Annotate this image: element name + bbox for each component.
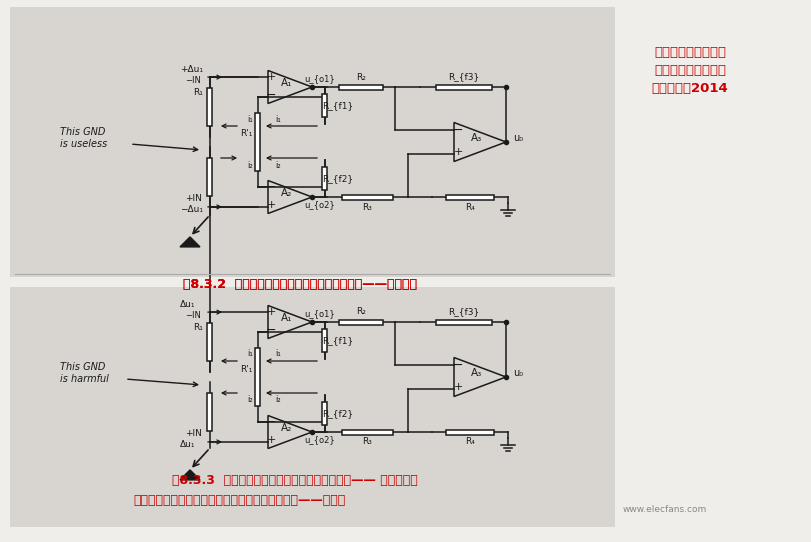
Text: +: + <box>266 435 276 445</box>
Text: +Δu₁: +Δu₁ <box>180 64 203 74</box>
Bar <box>10 287 614 527</box>
Text: +: + <box>266 72 276 82</box>
Text: R_{f3}: R_{f3} <box>448 307 479 317</box>
Text: −: − <box>453 124 463 137</box>
Bar <box>322 94 327 117</box>
Text: 图8.3.2  测放原始电路在差模输入电压下的表现——接地没用: 图8.3.2 测放原始电路在差模输入电压下的表现——接地没用 <box>182 278 417 291</box>
Bar <box>322 166 327 190</box>
Text: R₄: R₄ <box>465 437 474 447</box>
Text: A₂: A₂ <box>281 423 292 433</box>
Text: u_{o1}: u_{o1} <box>304 309 335 319</box>
Text: R₁: R₁ <box>193 88 203 96</box>
Text: +: + <box>266 200 276 210</box>
Text: R_{f2}: R_{f2} <box>322 409 353 418</box>
Text: R₂: R₂ <box>356 73 366 81</box>
Text: A₂: A₂ <box>281 188 292 198</box>
Text: 图8.3.2  测放原始电路在差模输入电压下的表现——接地没用: 图8.3.2 测放原始电路在差模输入电压下的表现——接地没用 <box>182 278 417 291</box>
Text: R_{f1}: R_{f1} <box>322 101 353 110</box>
Text: A₁: A₁ <box>281 313 292 323</box>
Text: R_{f2}: R_{f2} <box>322 174 353 183</box>
Text: R₃: R₃ <box>363 203 372 211</box>
Bar <box>208 393 212 431</box>
Text: This GND: This GND <box>60 362 105 372</box>
Text: u_{o2}: u_{o2} <box>304 201 335 210</box>
Text: −: − <box>265 88 276 101</box>
Text: R₄: R₄ <box>465 203 474 211</box>
Text: i₂: i₂ <box>247 160 252 170</box>
Bar <box>322 402 327 425</box>
Bar <box>339 319 382 325</box>
Text: 《模拟电子技术简明: 《模拟电子技术简明 <box>653 46 725 59</box>
Text: A₃: A₃ <box>471 368 482 378</box>
Bar <box>255 113 260 171</box>
Text: R'₁: R'₁ <box>239 365 252 373</box>
Text: R'₁: R'₁ <box>239 130 252 139</box>
Text: u₀: u₀ <box>513 368 522 378</box>
Text: −: − <box>453 358 463 371</box>
Text: 图8.3.3  测放原始电路在共模输入电压下的表现—— 离不开接地: 图8.3.3 测放原始电路在共模输入电压下的表现—— 离不开接地 <box>172 474 418 487</box>
Text: −Δu₁: −Δu₁ <box>180 205 203 215</box>
Text: +IN: +IN <box>185 195 202 203</box>
Bar <box>208 88 212 126</box>
Text: R₃: R₃ <box>363 437 372 447</box>
Text: Δu₁: Δu₁ <box>180 441 195 449</box>
Text: u_{o1}: u_{o1} <box>304 74 335 83</box>
Bar <box>255 348 260 406</box>
Text: u_{o2}: u_{o2} <box>304 436 335 444</box>
Bar <box>436 319 491 325</box>
Text: i₂: i₂ <box>275 160 281 170</box>
Text: −IN: −IN <box>185 75 200 85</box>
Text: −IN: −IN <box>185 311 200 320</box>
Text: R₂: R₂ <box>356 307 366 317</box>
Text: +IN: +IN <box>185 429 202 438</box>
Bar <box>445 195 494 199</box>
Text: i₁: i₁ <box>275 350 281 358</box>
Bar <box>445 429 494 435</box>
Text: This GND: This GND <box>60 127 105 137</box>
Text: 教程》元增民，清华: 教程》元增民，清华 <box>653 63 725 76</box>
Text: R_{f1}: R_{f1} <box>322 336 353 345</box>
Text: +: + <box>266 307 276 317</box>
Text: www.elecfans.com: www.elecfans.com <box>622 506 706 514</box>
Bar <box>339 85 382 89</box>
Bar <box>436 85 491 89</box>
Text: i₁: i₁ <box>247 350 252 358</box>
Bar <box>341 429 393 435</box>
Bar <box>322 328 327 352</box>
Bar <box>341 195 393 199</box>
Text: −: − <box>265 324 276 337</box>
Text: A₃: A₃ <box>471 133 482 143</box>
Bar <box>10 7 614 277</box>
Text: R_{f3}: R_{f3} <box>448 73 479 81</box>
Text: is useless: is useless <box>60 139 107 149</box>
Text: i₂: i₂ <box>275 396 281 404</box>
Text: −: − <box>265 416 276 429</box>
Text: R₁: R₁ <box>193 322 203 332</box>
Polygon shape <box>180 237 200 247</box>
Text: i₁: i₁ <box>247 114 252 124</box>
Bar <box>208 158 212 196</box>
Text: 大学出版社2014: 大学出版社2014 <box>650 81 727 94</box>
Text: +: + <box>453 382 462 392</box>
Text: Δu₁: Δu₁ <box>180 300 195 308</box>
Text: 此接地对差模信号无用，但为共模放大提供。。。——有害！: 此接地对差模信号无用，但为共模放大提供。。。——有害！ <box>134 494 345 507</box>
Text: i₁: i₁ <box>275 114 281 124</box>
Text: +: + <box>453 147 462 157</box>
Text: A₁: A₁ <box>281 78 292 88</box>
Text: −: − <box>265 180 276 193</box>
Polygon shape <box>180 470 200 480</box>
Bar <box>208 323 212 361</box>
Text: u₀: u₀ <box>513 133 522 143</box>
Text: i₂: i₂ <box>247 396 252 404</box>
Text: is harmful: is harmful <box>60 374 109 384</box>
